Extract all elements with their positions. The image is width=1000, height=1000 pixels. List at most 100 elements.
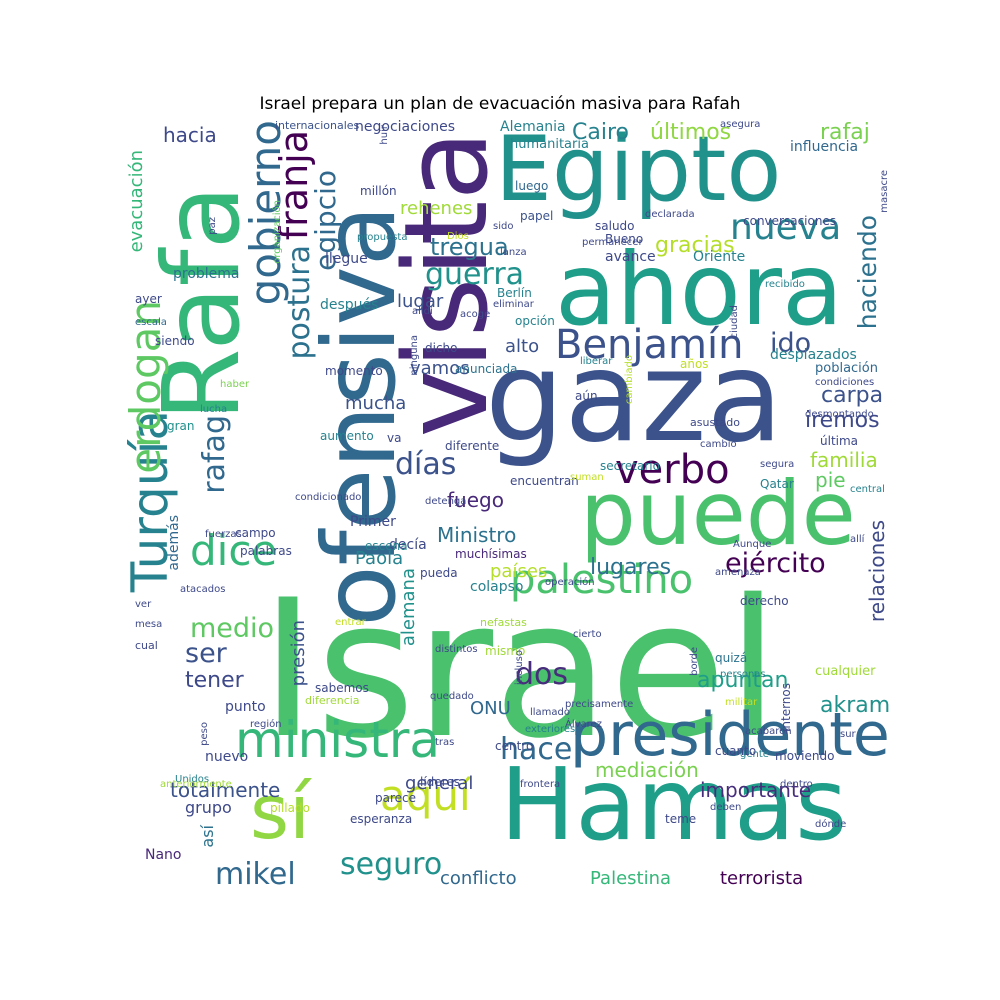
cloud-word: lucha [200, 404, 228, 415]
cloud-word: acoge [460, 309, 491, 320]
cloud-word: alemana [398, 568, 419, 647]
cloud-word: mikel [215, 857, 296, 892]
cloud-word: ver [135, 599, 152, 610]
cloud-word: central [850, 484, 885, 495]
cloud-word: mucha [345, 393, 407, 414]
cloud-word: atacados [180, 584, 226, 595]
cloud-word: fuego [447, 488, 504, 512]
cloud-word: región [250, 719, 282, 730]
cloud-word: saludo [595, 219, 635, 233]
cloud-word: conversaciones [743, 214, 837, 228]
cloud-word: ayer [135, 292, 162, 306]
cloud-word: grupo [185, 798, 232, 817]
cloud-word: sabemos [315, 681, 369, 695]
cloud-word: apuntan [697, 668, 789, 693]
cloud-word: eliminar [493, 299, 534, 310]
cloud-word: acabaron [745, 726, 792, 737]
cloud-word: ninguna [409, 335, 420, 376]
cloud-word: Israel [260, 559, 780, 780]
cloud-word: sido [493, 221, 514, 232]
cloud-word: papel [520, 209, 554, 223]
cloud-word: asustado [690, 416, 740, 429]
cloud-word: ciudad [729, 305, 740, 339]
cloud-word: segura [760, 459, 795, 470]
cloud-word: tregua [430, 233, 509, 261]
cloud-word: deben [710, 802, 742, 813]
cloud-word: asegura [720, 119, 761, 130]
cloud-word: condicionado [295, 492, 362, 503]
cloud-word: haber [220, 379, 250, 390]
cloud-word: Benjamín [555, 322, 744, 368]
cloud-word: esperanza [350, 812, 413, 826]
cloud-word: últimos [650, 120, 732, 145]
cloud-word: Álvarez [565, 719, 602, 730]
cloud-word: así [198, 825, 217, 848]
cloud-word: Ministro [437, 523, 517, 547]
cloud-word: pillado [270, 801, 310, 815]
cloud-word: medio [190, 613, 275, 644]
cloud-word: borde [689, 647, 700, 676]
cloud-word: Palestina [590, 868, 672, 889]
cloud-word: rafaj [820, 120, 870, 145]
cloud-word: luego [515, 179, 549, 193]
cloud-word: nueva [730, 207, 842, 248]
cloud-word: akram [820, 693, 891, 718]
cloud-word: aumento [320, 429, 374, 443]
cloud-word: lanza [500, 247, 527, 258]
cloud-word: Berlín [497, 286, 532, 300]
cloud-word: militar [725, 697, 758, 708]
cloud-word: fuerzas [205, 529, 242, 540]
cloud-word: mesa [135, 619, 163, 630]
cloud-word: suman [570, 472, 604, 483]
cloud-word: escala [135, 317, 167, 328]
cloud-word: secretario [600, 459, 660, 473]
cloud-word: Dios [447, 231, 469, 242]
cloud-word: además [166, 515, 182, 571]
cloud-word: tras [435, 737, 455, 748]
cloud-word: centro [495, 739, 534, 753]
cloud-word: aún [575, 389, 598, 403]
cloud-word: terrorista [720, 868, 804, 889]
cloud-word: quizá [715, 651, 748, 665]
cloud-word: escena [365, 539, 408, 553]
cloud-word: Hamas [500, 746, 848, 863]
cloud-word: entrar [335, 617, 366, 628]
cloud-word: hacia [163, 123, 217, 147]
cloud-word: vamos [410, 358, 470, 379]
cloud-word: Paola [355, 548, 404, 569]
cloud-word: gente [740, 749, 769, 760]
cloud-word: iremos [805, 408, 880, 433]
cloud-word: puede [580, 462, 856, 565]
cloud-word: exteriores [525, 724, 576, 735]
cloud-word: dónde [815, 819, 847, 830]
cloud-word: palabras [240, 544, 292, 558]
cloud-word: problema [173, 266, 240, 282]
cloud-word: recibido [765, 279, 805, 290]
cloud-word: paz [207, 217, 218, 235]
cloud-word: totalmente [170, 778, 281, 802]
cloud-word: relaciones [865, 520, 889, 623]
cloud-word: verbo [615, 447, 730, 493]
cloud-word: presidente [570, 700, 890, 770]
cloud-word: mediación [595, 758, 699, 782]
cloud-word: ido [770, 328, 812, 359]
cloud-word: permanecer [582, 237, 643, 248]
cloud-word: punto [225, 699, 266, 715]
cloud-word: última [820, 434, 859, 448]
cloud-word: llegue [325, 251, 368, 267]
cloud-word: ONU [470, 698, 511, 719]
cloud-word: negociaciones [355, 119, 456, 135]
cloud-word: frontera [520, 779, 561, 790]
cloud-word: pie [815, 468, 846, 492]
cloud-word: diferente [445, 439, 500, 453]
cloud-word: conflicto [440, 868, 517, 889]
cloud-word: avance [605, 249, 656, 265]
cloud-word: Bueno [605, 232, 644, 246]
cloud-word: Oriente [693, 249, 746, 265]
cloud-word: nefastas [480, 616, 527, 629]
cloud-word: amenaza [715, 567, 761, 578]
cloud-word: moviendo [775, 749, 835, 763]
cloud-word: mismo [485, 644, 526, 658]
cloud-word: decía [389, 537, 427, 553]
